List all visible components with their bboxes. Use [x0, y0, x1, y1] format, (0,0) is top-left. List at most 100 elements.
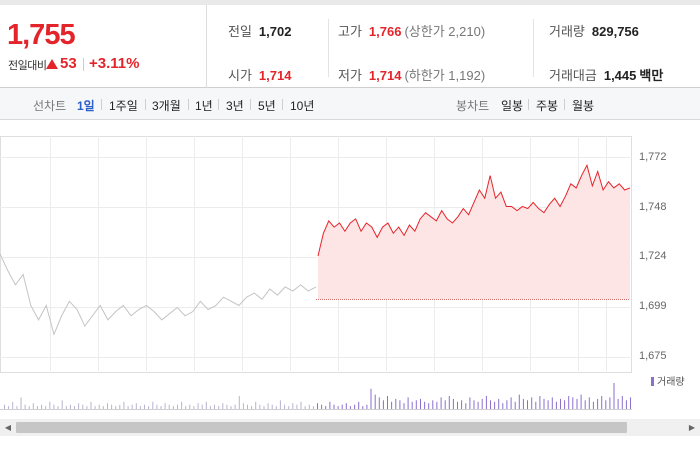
volume-bar: [498, 398, 500, 409]
volume-bar: [78, 403, 80, 409]
lower-limit: (하한가 1,192): [404, 68, 486, 83]
tab-monthly-candle[interactable]: 월봉: [572, 99, 595, 113]
volume-bar: [4, 404, 5, 409]
volume-bar: [341, 404, 343, 409]
volume-bar: [82, 404, 84, 409]
volume-bar: [32, 403, 34, 409]
y-tick-label: 1,748: [639, 201, 667, 213]
volume-bar: [304, 406, 306, 409]
volume-value: 829,756: [591, 24, 639, 39]
change-separator: [83, 58, 84, 71]
open-stat: 시가 1,714: [228, 65, 291, 84]
tab-separator: [101, 99, 102, 110]
volume-bar: [424, 401, 426, 409]
tab-3years[interactable]: 3년: [226, 99, 244, 113]
volume-bar: [597, 398, 599, 409]
volume-bar: [399, 400, 401, 409]
volume-bar: [259, 404, 261, 409]
volume-bar: [94, 406, 96, 409]
volume-bar: [238, 396, 240, 409]
high-label: 고가: [338, 24, 362, 39]
volume-bar: [391, 401, 393, 409]
volume-bar: [362, 406, 364, 409]
volume-bar: [279, 400, 281, 409]
volume-bar: [592, 401, 594, 409]
volume-bar: [514, 401, 516, 409]
volume-bar: [209, 406, 211, 409]
volume-bar: [263, 406, 265, 409]
volume-bar: [510, 397, 512, 409]
tab-weekly-candle[interactable]: 주봉: [536, 99, 559, 113]
volume-bar: [345, 403, 347, 409]
tab-daily-candle[interactable]: 일봉: [501, 99, 524, 113]
volume-bar: [568, 396, 570, 409]
volume-bar: [621, 396, 623, 409]
volume-bar: [370, 388, 372, 409]
volume-bar: [420, 398, 421, 409]
volume-bar: [551, 397, 553, 409]
up-triangle-icon: [46, 59, 58, 69]
volume-bar: [214, 404, 215, 409]
volume-bar: [555, 401, 557, 409]
high-value: 1,766: [368, 24, 402, 39]
volume-bar: [16, 406, 18, 409]
volume-bar: [90, 401, 92, 409]
volume-bar: [312, 406, 314, 409]
volume-bar: [465, 403, 467, 409]
current-price-box: 1,755 전일대비 53 +3.11%: [0, 5, 207, 88]
volume-bar: [617, 398, 619, 409]
candle-chart-title: 봉차트: [456, 99, 490, 113]
volume-bar: [518, 394, 520, 409]
volume-bar: [28, 406, 30, 409]
volume-bar: [251, 406, 253, 409]
volume-bar: [65, 406, 67, 409]
amount-value: 1,445: [603, 68, 637, 83]
volume-bar: [329, 401, 331, 409]
volume-bar: [74, 406, 75, 409]
volume-bar: [527, 400, 528, 409]
low-stat: 저가 1,714 (하한가 1,192): [338, 65, 485, 84]
volume-bar: [387, 396, 388, 409]
volume-bar: [440, 397, 442, 409]
tab-10years[interactable]: 10년: [290, 99, 315, 113]
tab-3months[interactable]: 3개월: [152, 99, 181, 113]
volume-bar: [522, 398, 524, 409]
volume-bar: [86, 406, 88, 409]
y-tick-label: 1,772: [639, 151, 667, 163]
intraday-chart: 1,772 1,748 1,724 1,699 1,675 거래량: [0, 121, 700, 418]
volume-bar: [580, 394, 582, 409]
today-price-line: [317, 163, 631, 257]
volume-bar: [469, 397, 471, 409]
volume-bar: [415, 400, 417, 409]
y-tick-label: 1,675: [639, 350, 667, 362]
volume-bar: [131, 404, 133, 409]
tab-1day[interactable]: 1일: [77, 99, 95, 113]
volume-bar: [444, 400, 446, 409]
volume-bar: [296, 404, 298, 409]
tab-5years[interactable]: 5년: [258, 99, 276, 113]
volume-bar: [452, 398, 454, 409]
volume-bar: [625, 400, 627, 409]
volume-bar: [358, 401, 360, 409]
volume-bar: [506, 400, 508, 409]
current-price: 1,755: [7, 19, 76, 51]
volume-bar: [547, 400, 549, 409]
volume-bar: [193, 406, 195, 409]
chart-scrollbar[interactable]: ◀ ▶: [0, 419, 700, 436]
change-amount: 53: [60, 55, 77, 72]
volume-bar: [8, 406, 10, 409]
volume-bar: [403, 403, 405, 409]
low-value: 1,714: [368, 68, 402, 83]
tab-1week[interactable]: 1주일: [109, 99, 138, 113]
scrollbar-thumb[interactable]: [16, 422, 627, 433]
arrow-left-icon[interactable]: ◀: [4, 423, 12, 432]
volume-bar: [189, 404, 191, 409]
volume-bar: [325, 406, 327, 409]
tab-1year[interactable]: 1년: [195, 99, 213, 113]
volume-bar: [584, 400, 586, 409]
volume-bar: [494, 401, 496, 409]
upper-limit: (상한가 2,210): [404, 24, 486, 39]
arrow-right-icon[interactable]: ▶: [688, 423, 696, 432]
today-area: [318, 165, 630, 299]
change-label: 전일대비: [8, 60, 47, 72]
